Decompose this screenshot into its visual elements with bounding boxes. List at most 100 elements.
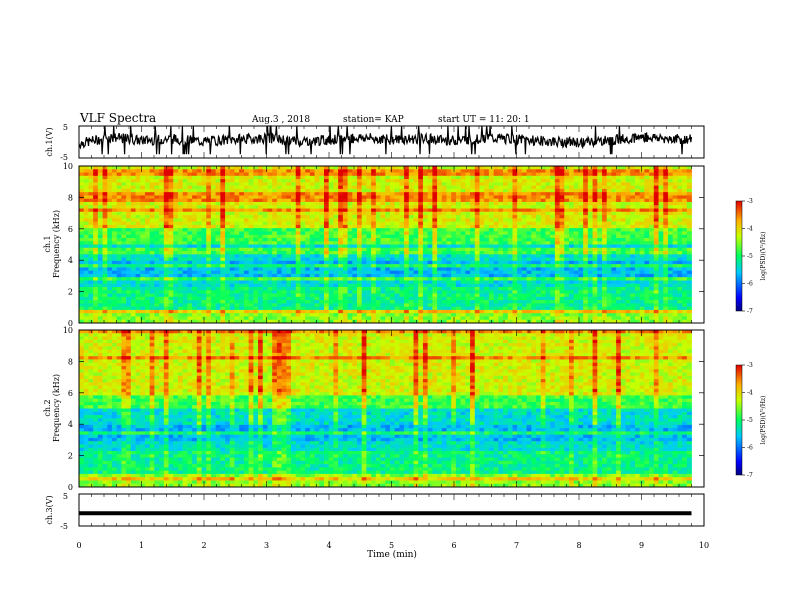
spectrogram-cell (309, 247, 315, 252)
spectrogram-cell (229, 251, 235, 255)
spectrogram-cell (126, 241, 132, 245)
spectrogram-cell (455, 221, 462, 226)
spectrogram-cell (663, 215, 669, 219)
spectrogram-cell (215, 211, 221, 216)
spectrogram-cell (97, 231, 103, 236)
spectrogram-cell (192, 270, 198, 275)
spectrogram-cell (258, 267, 264, 272)
spectrogram-cell (116, 166, 122, 170)
spectrogram-cell (177, 185, 184, 190)
spectrogram-cell (328, 211, 334, 216)
spectrogram-cell (686, 287, 692, 291)
spectrogram-cell (163, 241, 169, 245)
spectrogram-cell (611, 241, 617, 245)
spectrogram-cell (521, 280, 527, 285)
spectrogram-cell (460, 215, 466, 219)
spectrogram-cell (267, 218, 273, 222)
spectrogram-cell (248, 211, 254, 216)
spectrogram-cell (126, 195, 132, 200)
spectrogram-cell (578, 211, 584, 216)
spectrogram-cell (225, 267, 231, 272)
spectrogram-cell (385, 198, 391, 203)
spectrogram-cell (446, 211, 452, 216)
spectrogram-cell (427, 247, 433, 252)
spectrogram-cell (107, 192, 113, 196)
spectrogram-cell (432, 172, 438, 177)
spectrogram-cell (177, 257, 184, 262)
spectrogram-cell (578, 267, 584, 272)
spectrogram-cell (149, 201, 155, 206)
spectrogram-cell (479, 185, 485, 190)
spectrogram-cell (267, 273, 273, 278)
spectrogram-cell (634, 241, 641, 245)
spectrogram-cell (498, 237, 504, 242)
spectrogram-cell (474, 195, 480, 200)
spectrogram-cell (229, 182, 235, 187)
spectrogram-cell (177, 211, 184, 216)
spectrogram-cell (130, 172, 136, 177)
spectrogram-cell (262, 166, 268, 170)
spectrogram-cell (418, 237, 424, 242)
spectrogram-cell (173, 231, 179, 236)
spectrogram-cell (536, 237, 542, 242)
spectrogram-cell (366, 231, 372, 236)
spectrogram-cell (507, 208, 513, 213)
spectrogram-cell (107, 198, 113, 203)
spectrogram-cell (503, 280, 509, 285)
spectrogram-cell (394, 283, 400, 288)
spectrogram-cell (606, 188, 612, 193)
spectrogram-cell (144, 228, 151, 232)
spectrogram-cell (229, 283, 235, 288)
spectrogram-cell (408, 172, 414, 177)
spectrogram-cell (201, 185, 207, 190)
spectrogram-cell (159, 287, 165, 291)
spectrogram-cell (672, 185, 678, 190)
spectrogram-cell (559, 247, 565, 252)
spectrogram-cell (399, 264, 405, 268)
spectrogram-cell (517, 224, 523, 229)
spectrogram-cell (305, 277, 311, 281)
spectrogram-cell (135, 251, 141, 255)
spectrogram-cell (196, 224, 202, 229)
spectrogram-cell (182, 231, 188, 236)
spectrogram-cell (130, 169, 136, 173)
spectrogram-cell (210, 237, 217, 242)
spectrogram-cell (493, 231, 499, 236)
spectrogram-cell (324, 211, 330, 216)
spectrogram-cell (672, 247, 678, 252)
spectrogram-cell (597, 264, 603, 268)
spectrogram-cell (663, 198, 669, 203)
spectrogram-cell (569, 247, 575, 252)
spectrogram-cell (225, 244, 231, 249)
spectrogram-cell (366, 224, 372, 229)
spectrogram-cell (192, 290, 198, 294)
spectrogram-cell (319, 179, 325, 183)
spectrogram-cell (163, 234, 169, 239)
spectrogram-cell (564, 254, 570, 258)
spectrogram-cell (578, 208, 584, 213)
spectrogram-cell (404, 215, 410, 219)
spectrogram-cell (220, 169, 226, 173)
spectrogram-cell (93, 221, 99, 226)
spectrogram-cell (550, 254, 556, 258)
spectrogram-cell (173, 290, 179, 294)
spectrogram-cell (521, 234, 527, 239)
spectrogram-cell (399, 205, 405, 209)
spectrogram-cell (663, 188, 669, 193)
spectrogram-cell (225, 264, 231, 268)
spectrogram-cell (220, 205, 226, 209)
spectrogram-cell (663, 273, 669, 278)
spectrogram-cell (324, 251, 330, 255)
spectrogram-cell (168, 287, 174, 291)
spectrogram-cell (653, 172, 659, 177)
spectrogram-cell (432, 280, 438, 285)
spectrogram-cell (531, 273, 537, 278)
spectrogram-cell (295, 179, 301, 183)
spectrogram-cell (536, 185, 542, 190)
spectrogram-cell (295, 172, 301, 177)
spectrogram-cell (507, 166, 513, 170)
spectrogram-cell (672, 237, 678, 242)
spectrogram-cell (107, 251, 113, 255)
spectrogram-cell (682, 234, 688, 239)
spectrogram-cell (682, 192, 688, 196)
